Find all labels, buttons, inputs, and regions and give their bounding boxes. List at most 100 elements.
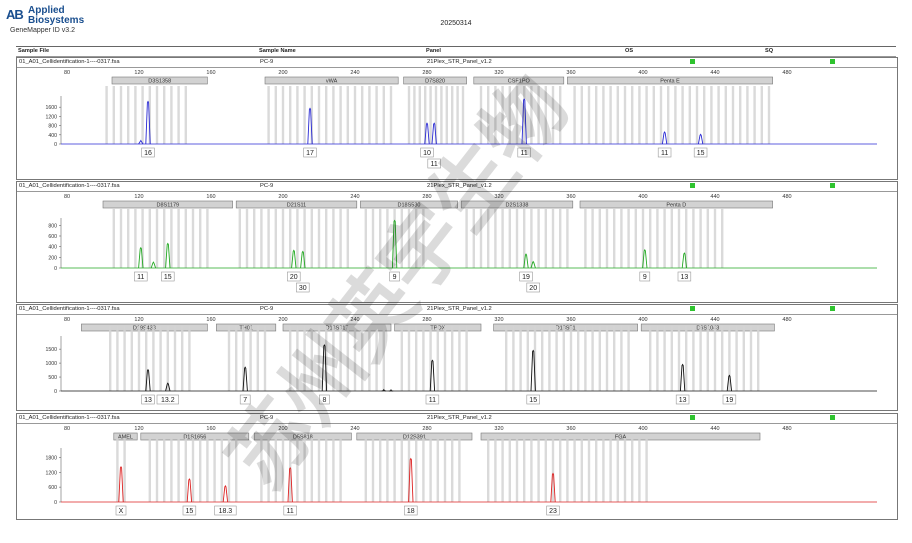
allele-bin: [699, 326, 702, 391]
allele-bin: [119, 86, 123, 144]
x-tick-label: 160: [206, 317, 215, 323]
marker-label: D1S1656: [183, 435, 206, 441]
allele-bin: [105, 86, 108, 144]
allele-bin: [296, 208, 299, 268]
allele-bin: [674, 86, 677, 144]
x-tick-label: 240: [350, 194, 359, 200]
allele-call-box: [182, 505, 197, 516]
allele-bin: [566, 438, 569, 502]
allele-bin: [256, 326, 259, 391]
allele-bin: [415, 208, 418, 268]
allele-bin: [685, 326, 688, 391]
x-tick-label: 200: [278, 194, 287, 200]
allele-call-box: [141, 394, 155, 405]
allele-bin: [364, 438, 367, 502]
allele-bin: [393, 208, 396, 268]
panel-value: 21Plex_STR_Panel_v1.2: [427, 59, 492, 65]
panel-info-row: 01_A01_Cellidentification-1----0317.fsa …: [17, 58, 897, 68]
allele-bin: [407, 86, 411, 144]
y-tick-label: 1000: [45, 361, 57, 367]
allele-call-label: X: [119, 508, 124, 515]
allele-bin: [436, 438, 439, 502]
allele-bin: [163, 86, 166, 144]
allele-bin: [548, 326, 551, 391]
allele-bin: [400, 326, 403, 391]
allele-bin: [235, 326, 238, 391]
allele-bin: [429, 326, 432, 391]
marker-label: AMEL: [118, 435, 133, 441]
allele-bin: [641, 208, 645, 268]
allele-call-box: [296, 282, 310, 293]
allele-bin: [591, 208, 594, 268]
electropherogram-panel-black: 01_A01_Cellidentification-1----0317.fsa …: [16, 304, 898, 411]
marker-bar: [253, 432, 352, 441]
allele-call: 15: [161, 271, 175, 282]
allele-bin: [526, 326, 529, 391]
marker-penta-e: Penta E: [567, 76, 773, 85]
allele-bin: [717, 86, 720, 144]
allele-bin: [451, 86, 454, 144]
allele-bin: [199, 208, 202, 268]
allele-bin: [515, 86, 519, 144]
allele-bin: [445, 86, 448, 144]
allele-bin: [119, 208, 123, 268]
allele-bin: [605, 326, 609, 391]
sample-name-value: PC-9: [260, 306, 274, 312]
allele-bin: [573, 438, 576, 502]
marker-csf1po: CSF1PO: [473, 76, 565, 85]
allele-bin: [616, 86, 619, 144]
x-tick-label: 240: [350, 426, 359, 432]
allele-call-box: [161, 271, 175, 282]
allele-bin: [274, 438, 277, 502]
allele-bin: [422, 438, 425, 502]
allele-bin: [141, 86, 144, 144]
allele-bin: [587, 86, 591, 144]
allele-bin: [613, 326, 616, 391]
allele-call: 13: [141, 394, 155, 405]
x-tick-label: 360: [566, 317, 575, 323]
allele-bin: [260, 438, 263, 502]
allele-bin: [346, 208, 349, 268]
peak: [697, 133, 704, 145]
allele-call-box: [303, 147, 317, 158]
allele-bin: [177, 208, 180, 268]
allele-call-label: 10: [423, 150, 431, 157]
allele-call-label: 19: [522, 274, 530, 281]
allele-bin: [159, 326, 162, 391]
x-tick-label: 400: [638, 70, 647, 76]
allele-bin: [127, 86, 130, 144]
allele-bin: [429, 86, 432, 144]
allele-bin: [170, 438, 173, 502]
allele-bin: [184, 208, 187, 268]
allele-bin: [379, 438, 382, 502]
logo-line-1: Applied: [28, 5, 65, 16]
marker-bar: [567, 76, 773, 85]
allele-bin: [109, 326, 112, 391]
allele-call-label: 17: [306, 150, 314, 157]
allele-call-label: 11: [431, 161, 438, 168]
allele-call-box: [156, 394, 179, 405]
panel-info-row: 01_A01_Cellidentification-1----0317.fsa …: [17, 305, 897, 315]
allele-bin: [137, 326, 141, 391]
marker-bar: [216, 323, 277, 332]
sq-quality-flag: [830, 59, 835, 64]
peak: [242, 366, 248, 392]
x-tick-label: 160: [206, 194, 215, 200]
allele-bin: [645, 86, 648, 144]
allele-bin: [235, 438, 238, 502]
allele-bin: [519, 326, 522, 391]
x-tick-label: 120: [134, 194, 143, 200]
marker-label: D18S51: [556, 326, 576, 332]
allele-call: 20: [287, 271, 301, 282]
allele-call-label: 13: [681, 274, 689, 281]
allele-bin: [739, 86, 742, 144]
peak: [145, 100, 151, 145]
marker-bar: [264, 76, 399, 85]
allele-bin: [508, 438, 511, 502]
peak: [429, 359, 436, 392]
allele-bin: [400, 438, 403, 502]
allele-bin: [353, 326, 357, 391]
marker-d18s530: D18S530: [360, 200, 458, 209]
y-tick-label: 1800: [45, 455, 57, 461]
